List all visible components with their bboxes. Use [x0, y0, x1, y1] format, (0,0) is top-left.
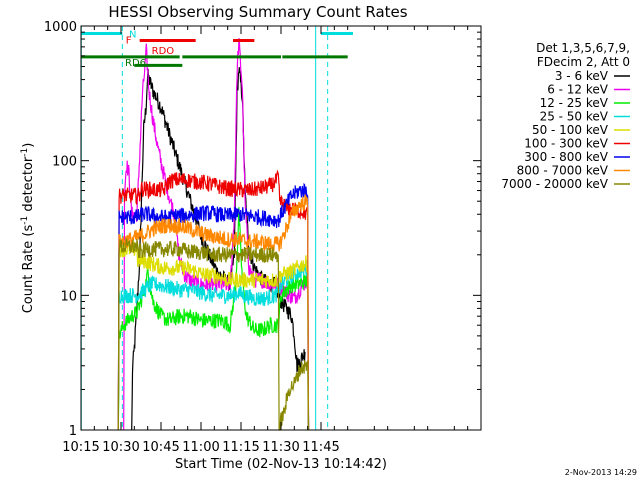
legend-label-6: 300 - 800 keV	[524, 150, 608, 164]
x-tick-label-4: 11:15	[222, 440, 259, 455]
x-tick-label-5: 11:30	[262, 440, 299, 455]
series-line-2	[117, 207, 310, 431]
series-line-7	[117, 194, 310, 431]
series-line-4	[117, 241, 310, 431]
legend-label-7: 800 - 7000 keV	[517, 164, 609, 178]
y-axis-label: Count Rate (s-1 detector-1)	[20, 143, 36, 314]
x-axis-label: Start Time (02-Nov-13 10:14:42)	[175, 457, 387, 472]
flag-label-0: N	[129, 29, 136, 40]
y-tick-label-1: 10	[60, 289, 77, 304]
flag-label-3: RD6	[125, 58, 146, 69]
y-tick-label-0: 1	[69, 424, 77, 439]
x-tick-label-0: 10:15	[62, 440, 99, 455]
legend-label-1: 6 - 12 keV	[547, 83, 609, 97]
legend-label-8: 7000 - 20000 keV	[501, 177, 608, 191]
legend-label-2: 12 - 25 keV	[540, 96, 609, 110]
series-line-5	[117, 169, 310, 431]
legend-label-3: 25 - 50 keV	[540, 110, 609, 124]
flag-label-2: RDO	[152, 46, 175, 57]
plot-area: NF RDO RD6	[80, 26, 353, 431]
x-axis: 10:15 10:30 10:45 11:00 11:15 11:30 11:45	[62, 26, 469, 455]
x-tick-label-1: 10:30	[102, 440, 139, 455]
legend-label-4: 50 - 100 keV	[532, 123, 609, 137]
y-tick-label-2: 100	[52, 155, 77, 170]
legend-label-0: 3 - 6 keV	[555, 69, 609, 83]
y-axis: 1 10 100 1000	[44, 20, 481, 439]
chart-title: HESSI Observing Summary Count Rates	[108, 3, 407, 21]
legend-label-5: 100 - 300 keV	[524, 137, 608, 151]
legend-header-1: Det 1,3,5,6,7,9,	[536, 41, 630, 55]
series-line-6	[117, 182, 310, 431]
x-tick-label-3: 11:00	[182, 440, 219, 455]
x-tick-label-2: 10:45	[142, 440, 179, 455]
timestamp: 2-Nov-2013 14:29	[565, 468, 637, 477]
legend: Det 1,3,5,6,7,9, FDecim 2, Att 0 3 - 6 k…	[501, 41, 630, 191]
flag-label-1: F	[126, 36, 132, 47]
legend-header-2: FDecim 2, Att 0	[537, 55, 630, 69]
y-tick-label-3: 1000	[44, 20, 77, 35]
series-line-8	[117, 237, 310, 431]
x-tick-label-6: 11:45	[302, 440, 339, 455]
